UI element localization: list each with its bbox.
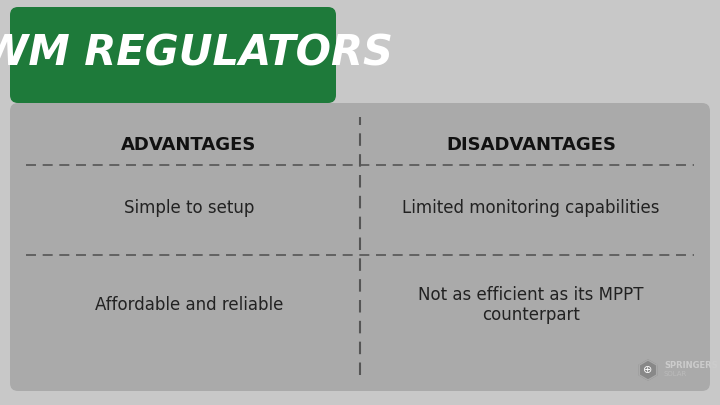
Text: Not as efficient as its MPPT
counterpart: Not as efficient as its MPPT counterpart (418, 286, 644, 324)
Text: ⊕: ⊕ (643, 365, 653, 375)
Text: SPRINGERS: SPRINGERS (664, 362, 718, 371)
Text: Simple to setup: Simple to setup (124, 199, 254, 217)
FancyBboxPatch shape (10, 103, 710, 391)
Text: DISADVANTAGES: DISADVANTAGES (446, 136, 616, 154)
Text: SOLAR: SOLAR (664, 371, 688, 377)
FancyBboxPatch shape (10, 7, 336, 103)
Polygon shape (639, 360, 657, 380)
Text: ADVANTAGES: ADVANTAGES (121, 136, 257, 154)
Text: PWM REGULATORS: PWM REGULATORS (0, 32, 394, 74)
Text: Limited monitoring capabilities: Limited monitoring capabilities (402, 199, 660, 217)
Text: Affordable and reliable: Affordable and reliable (95, 296, 283, 314)
